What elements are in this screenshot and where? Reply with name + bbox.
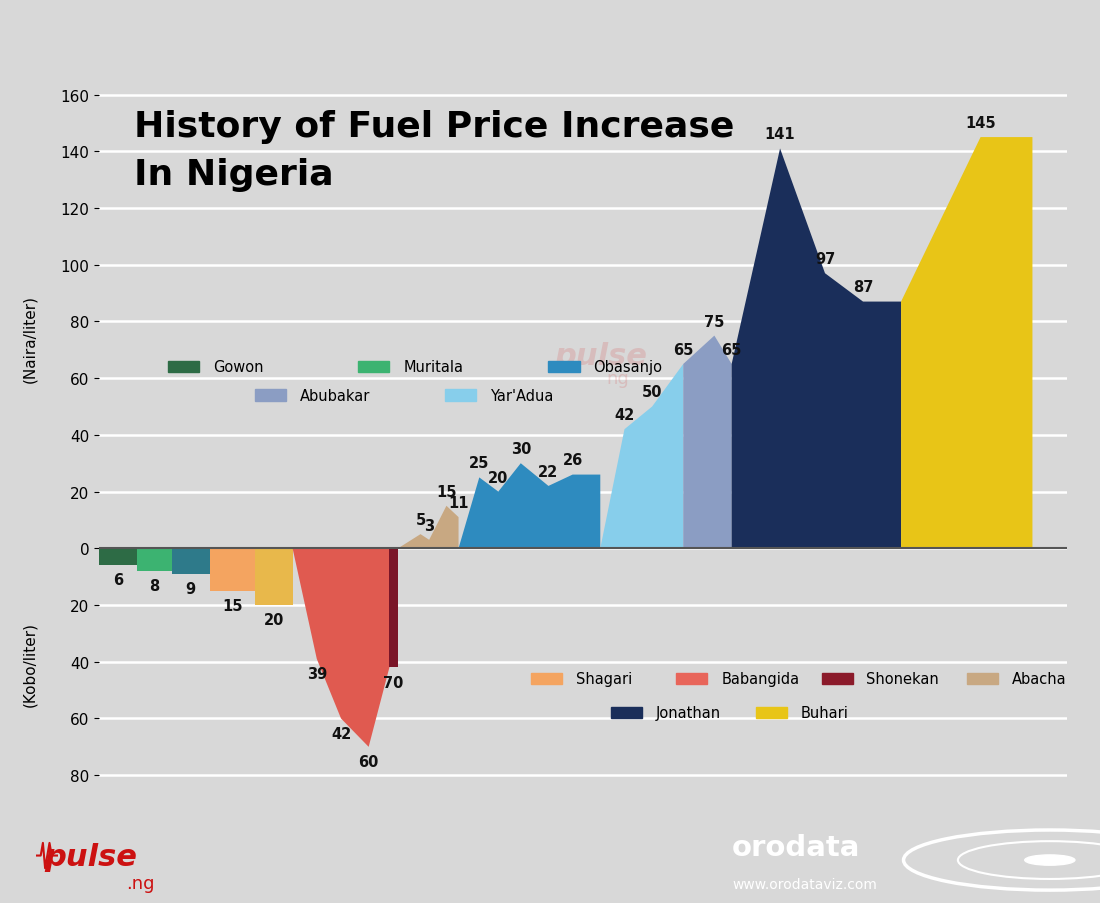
Text: 75: 75 xyxy=(704,314,725,330)
Polygon shape xyxy=(459,464,601,549)
Text: Abubakar: Abubakar xyxy=(299,388,370,404)
Text: (Kobo/liter): (Kobo/liter) xyxy=(22,621,37,706)
Polygon shape xyxy=(172,549,210,574)
Text: 9: 9 xyxy=(186,582,196,596)
Polygon shape xyxy=(683,336,732,549)
Text: ng: ng xyxy=(606,369,629,387)
Polygon shape xyxy=(601,365,683,549)
Bar xyxy=(359,362,389,373)
Text: Jonathan: Jonathan xyxy=(656,705,721,721)
Text: 30: 30 xyxy=(510,442,531,457)
Text: 87: 87 xyxy=(852,280,873,295)
Text: 60: 60 xyxy=(359,754,378,769)
Bar xyxy=(610,707,641,719)
Bar xyxy=(444,390,476,402)
Text: orodata: orodata xyxy=(733,833,860,861)
Text: 20: 20 xyxy=(488,470,508,485)
Text: 141: 141 xyxy=(764,127,795,142)
Text: 8: 8 xyxy=(150,579,160,593)
Text: Gowon: Gowon xyxy=(213,360,264,375)
Polygon shape xyxy=(398,507,459,549)
Bar xyxy=(676,674,707,684)
Text: 70: 70 xyxy=(383,675,403,690)
Text: 50: 50 xyxy=(642,385,662,400)
Polygon shape xyxy=(138,549,172,572)
Text: Buhari: Buhari xyxy=(801,705,849,721)
Text: History of Fuel Price Increase: History of Fuel Price Increase xyxy=(133,109,734,144)
Polygon shape xyxy=(293,549,398,747)
Text: (Naira/liter): (Naira/liter) xyxy=(22,294,37,382)
Text: 5: 5 xyxy=(416,513,426,527)
Text: Yar'Adua: Yar'Adua xyxy=(490,388,553,404)
Text: Abacha: Abacha xyxy=(1012,672,1066,686)
Polygon shape xyxy=(389,549,398,667)
Bar xyxy=(254,390,286,402)
Polygon shape xyxy=(99,549,138,565)
Text: 42: 42 xyxy=(615,407,635,423)
Polygon shape xyxy=(210,549,254,591)
Text: 65: 65 xyxy=(722,342,741,358)
Text: Babangida: Babangida xyxy=(722,672,800,686)
Text: 15: 15 xyxy=(222,599,242,613)
Text: 15: 15 xyxy=(437,484,456,499)
Bar xyxy=(168,362,199,373)
Bar xyxy=(549,362,580,373)
Bar xyxy=(967,674,998,684)
Text: 3: 3 xyxy=(425,518,435,533)
Bar xyxy=(756,707,786,719)
Text: .ng: .ng xyxy=(126,874,155,892)
Text: 11: 11 xyxy=(449,496,469,510)
Text: pulse: pulse xyxy=(553,341,647,370)
Polygon shape xyxy=(901,138,1033,549)
Text: 20: 20 xyxy=(263,612,284,628)
Text: 42: 42 xyxy=(331,726,351,740)
Text: 6: 6 xyxy=(113,573,123,588)
Text: 97: 97 xyxy=(815,252,835,266)
Polygon shape xyxy=(254,549,293,605)
Text: 25: 25 xyxy=(469,456,490,470)
Circle shape xyxy=(1025,855,1075,865)
Text: 39: 39 xyxy=(307,666,327,681)
Text: Shonekan: Shonekan xyxy=(867,672,939,686)
Bar xyxy=(822,674,853,684)
Text: Shagari: Shagari xyxy=(576,672,632,686)
Text: Obasanjo: Obasanjo xyxy=(593,360,662,375)
Text: pulse: pulse xyxy=(44,842,136,871)
Text: 26: 26 xyxy=(562,453,583,468)
Text: In Nigeria: In Nigeria xyxy=(133,158,333,191)
Bar xyxy=(531,674,562,684)
Text: 22: 22 xyxy=(538,464,559,479)
Polygon shape xyxy=(682,817,715,903)
Polygon shape xyxy=(732,149,901,549)
Text: 65: 65 xyxy=(673,342,693,358)
Text: www.orodataviz.com: www.orodataviz.com xyxy=(733,877,877,891)
Text: Muritala: Muritala xyxy=(404,360,463,375)
Text: 145: 145 xyxy=(966,116,996,131)
